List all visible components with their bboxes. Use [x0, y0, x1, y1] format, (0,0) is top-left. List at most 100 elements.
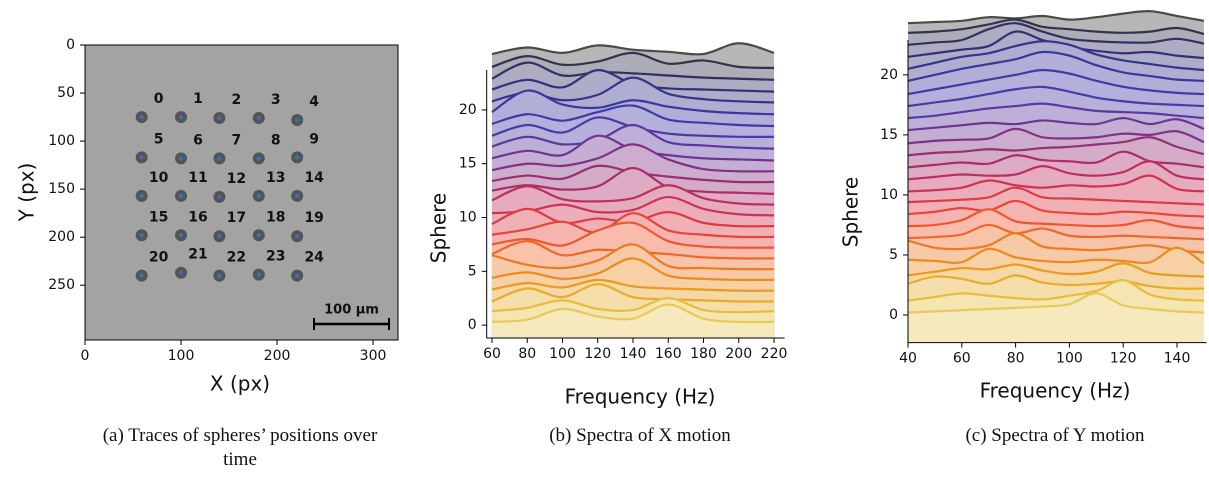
- sphere-label: 3: [271, 92, 281, 108]
- sphere-label: 19: [304, 210, 323, 226]
- sphere-label: 4: [309, 94, 319, 110]
- sphere-trace: [256, 193, 261, 199]
- ridge-line: [907, 127, 1205, 145]
- ridge-line: [907, 10, 1205, 25]
- sphere-trace: [139, 233, 144, 238]
- ridge-line: [491, 42, 775, 56]
- sphere-trace: [217, 273, 222, 278]
- y-tick-label: 15: [459, 156, 477, 172]
- ridge-line: [907, 199, 1204, 218]
- sphere-label: 11: [188, 170, 207, 186]
- sphere-trace: [139, 114, 144, 120]
- x-tick-label: 300: [360, 348, 387, 364]
- y-tick-label: 50: [57, 85, 75, 101]
- ridge-line: [491, 89, 775, 116]
- ridge-line: [907, 208, 1205, 230]
- x-tick-label: 60: [483, 346, 501, 362]
- ridge-line: [907, 102, 1205, 120]
- ridge-line: [491, 278, 775, 292]
- sphere-trace: [139, 193, 144, 199]
- y-tick-label: 20: [880, 67, 898, 83]
- sphere-label: 6: [193, 132, 203, 148]
- ridge-line: [907, 292, 1204, 314]
- sphere-trace: [178, 156, 184, 161]
- ridge-line: [491, 123, 775, 150]
- ridge-line: [907, 174, 1205, 193]
- sphere-label: 21: [188, 247, 207, 263]
- sphere-trace: [256, 156, 261, 161]
- ridge-line: [491, 143, 775, 173]
- sphere-label: 24: [304, 250, 324, 266]
- ridge-line: [491, 184, 775, 206]
- sphere-label: 1: [193, 91, 203, 107]
- x-tick-label: 200: [725, 346, 752, 362]
- y-tick-label: 10: [880, 187, 898, 203]
- sphere-trace: [217, 194, 222, 200]
- ridge-line: [491, 51, 775, 70]
- x-tick-label: 100: [549, 346, 576, 362]
- ridge-line: [491, 257, 775, 282]
- x-tick-label: 140: [620, 346, 647, 362]
- ridge-line: [907, 262, 1204, 278]
- x-tick-label: 80: [518, 346, 536, 362]
- ridge-fill: [908, 293, 1204, 343]
- ridge-line: [907, 246, 1205, 265]
- x-axis-label: X (px): [210, 372, 270, 396]
- y-axis-label: Y (px): [15, 163, 39, 223]
- y-tick-label: 5: [468, 263, 477, 279]
- sphere-label: 20: [149, 250, 169, 266]
- ridge-fill: [491, 304, 775, 338]
- y-tick-label: 0: [889, 307, 898, 323]
- ridge-line: [907, 85, 1204, 108]
- ridge-line: [907, 279, 1204, 302]
- sphere-label: 13: [266, 170, 285, 186]
- sphere-label: 12: [227, 171, 246, 187]
- sphere-label: 5: [154, 131, 164, 147]
- sphere-label: 23: [266, 249, 285, 265]
- ridge-line: [907, 232, 1205, 254]
- sphere-label: 16: [188, 209, 207, 225]
- sphere-trace: [139, 155, 144, 160]
- scalebar-label: 100 µm: [324, 303, 379, 318]
- x-tick-label: 160: [655, 346, 682, 362]
- y-tick-label: 150: [48, 181, 75, 197]
- x-tick-label: 200: [264, 348, 291, 364]
- y-tick-label: 0: [66, 37, 75, 53]
- sphere-trace: [178, 233, 184, 238]
- sphere-trace: [217, 115, 222, 121]
- sphere-trace: [178, 193, 184, 199]
- image-frame: [84, 44, 399, 341]
- sphere-trace: [178, 114, 184, 120]
- ridge-line: [907, 40, 1205, 72]
- sphere-trace: [294, 273, 300, 278]
- x-tick-label: 100: [168, 348, 195, 364]
- x-tick-label: 40: [899, 351, 917, 367]
- sphere-label: 8: [271, 132, 281, 148]
- ridge-line: [907, 186, 1204, 206]
- y-axis-label: Sphere: [427, 193, 451, 263]
- x-axis-label: Frequency (Hz): [980, 379, 1131, 403]
- ridge-line: [491, 61, 775, 81]
- ridge-line: [907, 50, 1204, 82]
- y-tick-label: 20: [459, 102, 477, 118]
- x-tick-label: 100: [1056, 351, 1083, 367]
- sphere-trace: [294, 117, 300, 123]
- sphere-label: 2: [232, 92, 242, 108]
- x-tick-label: 140: [1164, 351, 1191, 367]
- caption: (a) Traces of spheres’ positions over ti…: [102, 425, 378, 470]
- sphere-trace: [178, 270, 184, 275]
- sphere-trace: [294, 193, 300, 199]
- ridge-line: [491, 297, 775, 314]
- sphere-trace: [294, 155, 300, 160]
- x-tick-label: 0: [81, 348, 90, 364]
- sphere-trace: [217, 156, 222, 161]
- y-tick-label: 200: [48, 229, 75, 245]
- ridge-line: [491, 221, 775, 249]
- x-tick-label: 120: [1110, 351, 1137, 367]
- ridge-line: [491, 243, 775, 271]
- ridge-line: [907, 223, 1204, 241]
- sphere-label: 10: [149, 170, 169, 186]
- sphere-label: 22: [227, 250, 246, 266]
